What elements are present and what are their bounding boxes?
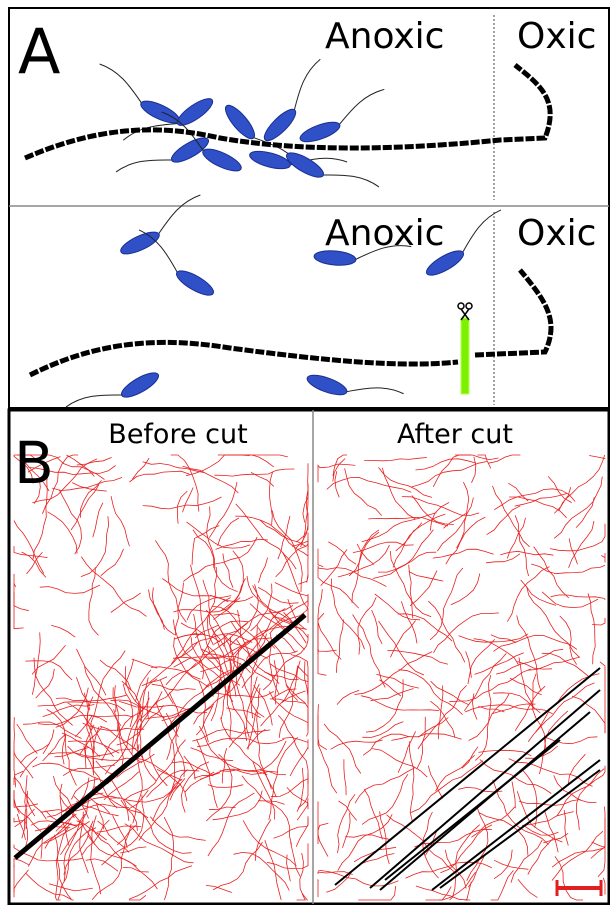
subpanel-title: After cut: [397, 419, 513, 450]
figure: A Anoxic Oxic Anoxic Oxic B Before cut A…: [0, 0, 610, 905]
panel-label: A: [18, 15, 60, 88]
zone-label: Oxic: [517, 16, 596, 57]
zone-label: Oxic: [517, 213, 596, 254]
subpanel-title: Before cut: [108, 419, 247, 450]
panel-label: B: [14, 429, 54, 497]
zone-label: Anoxic: [325, 16, 444, 57]
zone-label: Anoxic: [325, 213, 444, 254]
laser-cut: [461, 318, 469, 394]
